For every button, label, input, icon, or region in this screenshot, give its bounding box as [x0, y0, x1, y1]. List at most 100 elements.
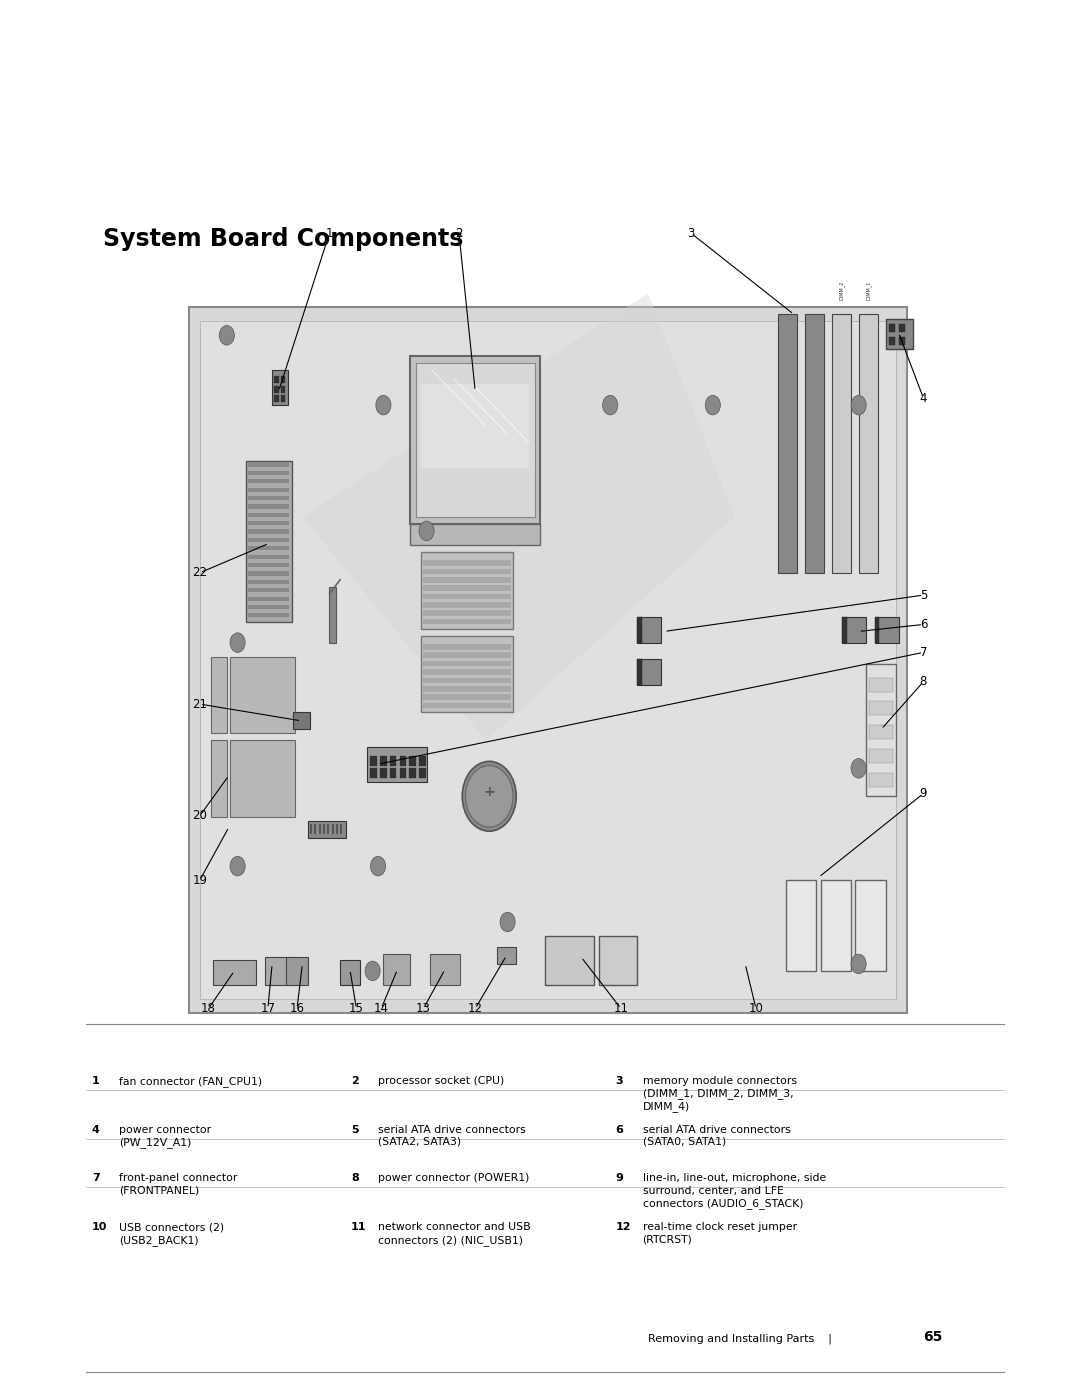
Bar — [211, 657, 227, 733]
Bar — [637, 659, 661, 685]
Bar — [248, 462, 289, 467]
Bar — [419, 756, 426, 766]
Bar — [248, 538, 289, 542]
Bar — [423, 577, 511, 583]
Bar — [248, 479, 289, 483]
Bar — [423, 678, 511, 683]
Text: 12: 12 — [616, 1222, 631, 1232]
Bar — [293, 712, 310, 729]
Bar — [400, 756, 406, 766]
Bar — [332, 824, 334, 834]
Bar — [875, 617, 879, 643]
Bar — [248, 605, 289, 609]
Bar — [832, 314, 851, 573]
Bar — [599, 936, 637, 985]
Text: 65: 65 — [923, 1330, 943, 1344]
Bar — [248, 504, 289, 509]
Bar — [319, 824, 321, 834]
Bar — [336, 824, 338, 834]
Bar — [869, 749, 893, 763]
Bar — [248, 496, 289, 500]
Circle shape — [851, 954, 866, 974]
Text: 2: 2 — [351, 1076, 359, 1085]
Bar — [423, 686, 511, 692]
Text: 12: 12 — [468, 1002, 483, 1016]
Text: 7: 7 — [92, 1173, 99, 1183]
Bar — [340, 824, 342, 834]
Text: front-panel connector
(FRONTPANEL): front-panel connector (FRONTPANEL) — [119, 1173, 238, 1196]
Text: 6: 6 — [920, 617, 927, 631]
Circle shape — [370, 856, 386, 876]
Bar — [842, 617, 866, 643]
Text: DIMM_2: DIMM_2 — [838, 281, 845, 300]
Bar — [869, 701, 893, 715]
Bar — [423, 594, 511, 599]
Text: Removing and Installing Parts    |: Removing and Installing Parts | — [648, 1333, 846, 1344]
Bar — [869, 725, 893, 739]
Text: line-in, line-out, microphone, side
surround, center, and LFE
connectors (AUDIO_: line-in, line-out, microphone, side surr… — [643, 1173, 826, 1210]
Text: 5: 5 — [920, 588, 927, 602]
Polygon shape — [302, 293, 734, 740]
Bar — [310, 824, 312, 834]
Bar — [423, 652, 511, 658]
Bar — [274, 395, 279, 402]
Text: 8: 8 — [351, 1173, 359, 1183]
Bar — [423, 560, 511, 566]
Bar — [421, 552, 513, 629]
Bar — [340, 960, 360, 985]
Bar — [416, 363, 535, 517]
Bar — [423, 569, 511, 574]
Text: 10: 10 — [92, 1222, 107, 1232]
Bar — [213, 960, 256, 985]
Bar — [778, 314, 797, 573]
Bar — [842, 617, 847, 643]
Bar — [248, 555, 289, 559]
Bar — [248, 597, 289, 601]
Bar — [889, 337, 895, 345]
Bar — [410, 524, 540, 545]
Bar — [230, 740, 295, 817]
Text: 15: 15 — [349, 1002, 364, 1016]
Text: 4: 4 — [92, 1125, 99, 1134]
Bar — [805, 314, 824, 573]
Bar — [409, 768, 416, 778]
Bar — [248, 488, 289, 492]
Text: power connector
(PW_12V_A1): power connector (PW_12V_A1) — [119, 1125, 211, 1148]
Text: power connector (POWER1): power connector (POWER1) — [378, 1173, 529, 1183]
Bar — [423, 602, 511, 608]
Circle shape — [603, 395, 618, 415]
Bar — [423, 610, 511, 616]
Text: 8: 8 — [920, 675, 927, 689]
Text: network connector and USB
connectors (2) (NIC_USB1): network connector and USB connectors (2)… — [378, 1222, 530, 1246]
Circle shape — [851, 759, 866, 778]
Bar — [899, 337, 905, 345]
Bar — [248, 546, 289, 550]
Bar — [265, 957, 295, 985]
Bar — [637, 617, 642, 643]
Bar — [323, 824, 325, 834]
Text: 11: 11 — [613, 1002, 629, 1016]
Bar — [248, 513, 289, 517]
Bar — [410, 356, 540, 524]
Bar — [248, 580, 289, 584]
Circle shape — [705, 395, 720, 415]
Text: DIMM_1: DIMM_1 — [865, 281, 872, 300]
Bar — [423, 585, 511, 591]
Bar — [421, 636, 513, 712]
Bar — [637, 659, 642, 685]
Text: DIMM_3: DIMM_3 — [811, 281, 818, 300]
Circle shape — [219, 326, 234, 345]
Bar — [211, 740, 227, 817]
Bar — [423, 661, 511, 666]
Bar — [380, 768, 387, 778]
Text: 9: 9 — [920, 787, 927, 800]
Text: 3: 3 — [688, 226, 694, 240]
Text: 3: 3 — [616, 1076, 623, 1085]
Bar — [889, 324, 895, 332]
Bar — [272, 370, 288, 405]
Bar — [274, 386, 279, 393]
Text: 2: 2 — [456, 226, 462, 240]
Bar — [409, 756, 416, 766]
Text: 20: 20 — [192, 809, 207, 823]
Text: 1: 1 — [326, 226, 333, 240]
